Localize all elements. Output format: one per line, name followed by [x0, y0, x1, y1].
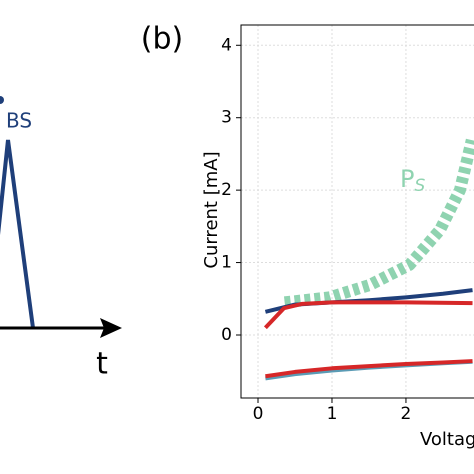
y-tick-label: 1: [221, 253, 232, 273]
panel-a: BS t: [0, 96, 122, 382]
series-line: [265, 359, 473, 379]
x-axis-label: Voltage: [420, 429, 474, 450]
peak-dot: [0, 96, 4, 104]
annotation-text: P: [400, 165, 414, 193]
peak-label: BS: [6, 109, 32, 133]
y-tick-label: 0: [221, 325, 232, 345]
x-tick-label: 0: [253, 404, 264, 424]
x-tick-label: 2: [401, 404, 412, 424]
y-tick-label: 4: [221, 35, 232, 55]
annotation: PS: [400, 165, 425, 196]
y-axis-label: Current [mA]: [201, 151, 222, 268]
annotation-subscript: S: [415, 176, 426, 196]
time-label: t: [96, 347, 108, 382]
y-tick-label: 3: [221, 108, 232, 128]
y-tick-label: 2: [221, 180, 232, 200]
axes-frame: [240, 24, 474, 399]
x-tick-label: 1: [327, 404, 338, 424]
series-line: [263, 300, 473, 330]
arrow-head: [100, 318, 122, 338]
dashed-series-line: [283, 138, 474, 309]
panel-label: (b): [141, 22, 183, 57]
spike: [0, 139, 35, 329]
